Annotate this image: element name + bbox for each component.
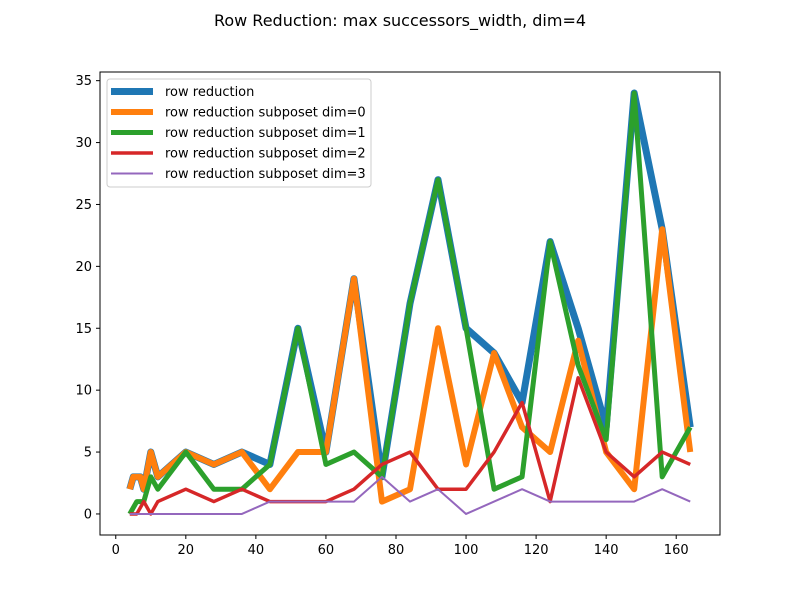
series-line-3	[129, 376, 691, 516]
series-layer	[126, 89, 694, 516]
y-tick-label: 20	[75, 260, 92, 275]
x-tick-label: 60	[318, 543, 335, 558]
series-line-2	[127, 90, 693, 516]
y-axis: 0 5 10 15 20 25 30 35	[75, 74, 100, 522]
y-tick-label: 5	[84, 446, 92, 461]
legend-label-1: row reduction subposet dim=0	[165, 106, 366, 121]
x-tick-label: 120	[524, 543, 549, 558]
y-tick-label: 0	[84, 507, 92, 522]
x-axis: 0 20 40 60 80 100 120 140 160	[112, 535, 689, 558]
y-tick-label: 30	[75, 136, 92, 151]
legend-label-4: row reduction subposet dim=3	[165, 167, 366, 182]
legend: row reduction row reduction subposet dim=…	[106, 78, 372, 188]
y-tick-label: 15	[75, 322, 92, 337]
legend-label-3: row reduction subposet dim=2	[165, 147, 366, 162]
x-tick-label: 0	[112, 543, 120, 558]
x-tick-label: 100	[454, 543, 479, 558]
y-tick-label: 25	[75, 198, 92, 213]
legend-label-0: row reduction	[165, 85, 254, 100]
y-tick-label: 10	[75, 384, 92, 399]
y-tick-label: 35	[75, 74, 92, 89]
x-tick-label: 160	[664, 543, 689, 558]
x-tick-label: 140	[594, 543, 619, 558]
legend-box	[106, 78, 372, 188]
x-tick-label: 80	[388, 543, 405, 558]
series-line-1	[126, 226, 694, 505]
series-line-4	[129, 475, 691, 515]
x-tick-label: 40	[248, 543, 265, 558]
x-tick-label: 20	[178, 543, 195, 558]
legend-label-2: row reduction subposet dim=1	[165, 126, 366, 141]
plot-frame	[99, 71, 721, 536]
chart-title: Row Reduction: max successors_width, dim…	[214, 11, 586, 31]
